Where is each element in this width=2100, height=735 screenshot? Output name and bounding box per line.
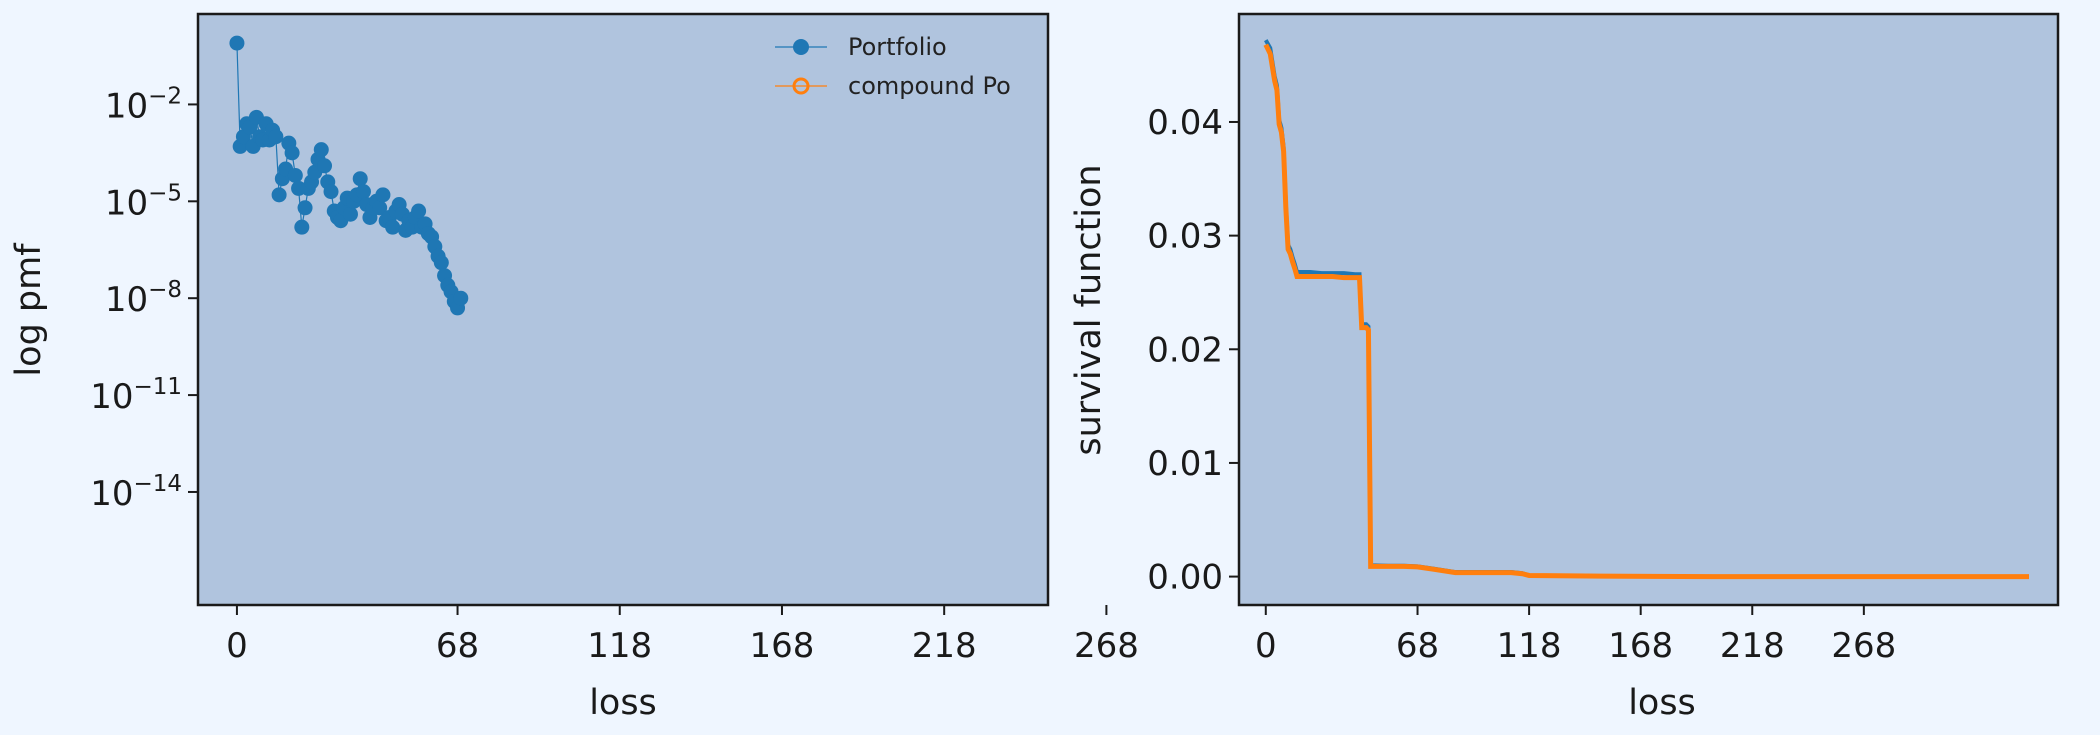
legend: Portfolio compound Po [775,33,1011,100]
portfolio-point [372,200,388,216]
portfolio-point [385,219,401,235]
legend-compound-label: compound Po [848,72,1011,100]
portfolio-series [229,35,469,316]
portfolio-point [297,200,313,216]
portfolio-point [271,187,287,203]
x-tick-label: 218 [1720,626,1785,666]
y-tick-label: 10−5 [105,180,182,223]
portfolio-point [355,184,371,200]
x-tick-label: 68 [436,626,479,666]
survival-chart: 0 68 118 168 218 268 0.00 0.01 0.02 0.03 0.04 los… [1069,12,2060,723]
portfolio-point [284,145,300,161]
x-tick-label: 268 [1831,626,1896,666]
portfolio-point [323,184,339,200]
y-tick-label: 10−2 [105,83,182,126]
y-tick-label: 0.02 [1147,330,1223,370]
portfolio-point [411,203,427,219]
portfolio-point [375,187,391,203]
x-tick-label: 118 [1497,626,1562,666]
portfolio-point [287,167,303,183]
portfolio-point [313,142,329,158]
y-tick-label: 0.04 [1147,103,1223,143]
y-tick-label: 0.00 [1147,558,1223,598]
pmf-y-axis-label: log pmf [9,243,49,377]
x-tick-label: 0 [1255,626,1277,666]
portfolio-point [294,219,310,235]
x-tick-label: 68 [1396,626,1439,666]
portfolio-point [268,129,284,145]
survival-x-axis-label: loss [1628,683,1696,723]
survival-y-axis-label: survival function [1069,164,1109,455]
x-tick-label: 168 [750,626,815,666]
pmf-y-ticks: 10−2 10−5 10−8 10−11 10−14 [90,83,198,514]
survival-x-ticks: 0 68 118 168 218 268 [1255,605,1896,666]
survival-series [1263,39,2029,580]
pmf-plot-area [198,14,1048,605]
legend-compound-marker [792,77,810,95]
portfolio-point [229,35,245,51]
y-tick-label: 0.03 [1147,217,1223,257]
portfolio-point [433,255,449,271]
pmf-x-axis-label: loss [589,683,657,723]
portfolio-point [317,158,333,174]
x-tick-label: 268 [1074,626,1139,666]
y-tick-label: 0.01 [1147,444,1223,484]
x-tick-label: 218 [912,626,977,666]
legend-portfolio-marker [793,39,809,55]
survival-plot-area [1239,14,2058,605]
portfolio-point [453,290,469,306]
portfolio-point [342,206,358,222]
survival-compound-line [1263,43,2029,580]
pmf-chart: 0 68 118 168 218 268 10−2 10−5 10−8 10−11 10−14 l… [9,12,1139,723]
y-tick-label: 10−11 [90,374,182,417]
pmf-plot-frame [196,12,1050,607]
y-tick-label: 10−8 [105,277,182,320]
portfolio-point [352,171,368,187]
survival-y-ticks: 0.00 0.01 0.02 0.03 0.04 [1147,103,1239,598]
pmf-x-ticks: 0 68 118 168 218 268 [226,605,1139,666]
x-tick-label: 168 [1608,626,1673,666]
x-tick-label: 118 [587,626,652,666]
legend-portfolio-label: Portfolio [848,33,947,61]
y-tick-label: 10−14 [90,471,182,514]
survival-plot-frame [1237,12,2060,607]
x-tick-label: 0 [226,626,248,666]
